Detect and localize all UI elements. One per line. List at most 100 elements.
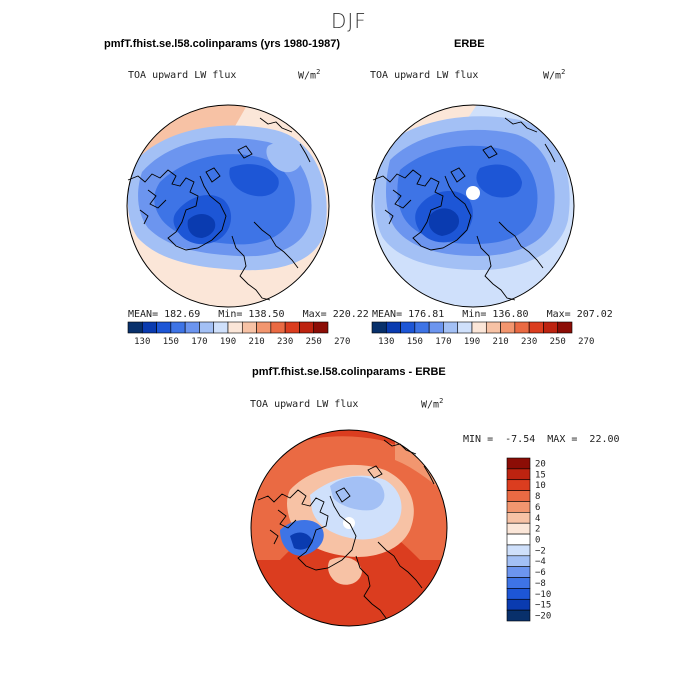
panel2-units: W/m: [543, 70, 562, 82]
colorbar3-tick-label: −2: [535, 546, 546, 556]
colorbar3-tick-label: 6: [535, 503, 540, 513]
map3-field-l4: [330, 476, 385, 511]
map2-coastlines: [372, 117, 556, 301]
colorbar3-tick-label: 10: [535, 481, 546, 491]
panel1-units: W/m: [298, 70, 317, 82]
map1-coastlines: [127, 117, 311, 301]
colorbar1-swatch: [141, 321, 157, 334]
colorbar2-swatch: [443, 321, 459, 334]
map1-field-l7: [266, 142, 302, 173]
colorbar1-tick-label: 270: [334, 337, 350, 347]
map2-field-l6: [476, 164, 522, 198]
colorbar2-tick-label: 150: [407, 337, 423, 347]
colorbar3-tick-label: 2: [535, 525, 540, 535]
colorbar2-tick-label: 250: [550, 337, 566, 347]
colorbar2-tick-label: 170: [435, 337, 451, 347]
panel3-units-label: W/m2: [421, 397, 443, 410]
colorbar2-swatch: [514, 321, 530, 334]
colorbar2-swatch: [500, 321, 516, 334]
map1-field-l6: [229, 164, 279, 197]
colorbar3-tick-label: −15: [535, 601, 551, 611]
colorbar2-swatch: [543, 321, 559, 334]
colorbar1-swatch: [284, 321, 300, 334]
panel2-variable-label: TOA upward LW flux: [370, 70, 479, 81]
panel1-variable-label: TOA upward LW flux: [128, 70, 237, 81]
colorbar3-tick-label: −4: [535, 557, 546, 567]
map1-field-l5: [187, 214, 216, 238]
colorbar2-swatch: [428, 321, 444, 334]
colorbar1-tick-label: 210: [248, 337, 264, 347]
colorbar3-swatch: [506, 566, 531, 578]
colorbar2-swatch: [557, 321, 573, 334]
colorbar3-swatch: [506, 555, 531, 567]
colorbar2-swatch: [371, 321, 387, 334]
panel3-units-exp: 2: [439, 397, 444, 405]
colorbar2-swatch: [471, 321, 487, 334]
map3-boundary: [250, 429, 448, 627]
map1-boundary: [126, 104, 330, 308]
colorbar3-swatch: [506, 501, 531, 513]
colorbar1-swatch: [127, 321, 143, 334]
colorbar2-tick-label: 210: [492, 337, 508, 347]
colorbar1-swatch: [299, 321, 315, 334]
colorbar3-swatch: [506, 490, 531, 502]
colorbar1-tick-label: 230: [277, 337, 293, 347]
colorbar3-swatch: [506, 512, 531, 524]
colorbar1-tick-label: 250: [306, 337, 322, 347]
colorbar3-swatch: [506, 457, 531, 470]
colorbar2-swatch: [485, 321, 501, 334]
colorbar3-swatch: [506, 544, 531, 557]
panel1-units-label: W/m2: [298, 68, 320, 81]
colorbar1-swatch: [227, 321, 243, 334]
colorbar1-tick-label: 150: [163, 337, 179, 347]
panel1-title: pmfT.fhist.se.l58.colinparams (yrs 1980-…: [104, 38, 340, 50]
panel2-units-exp: 2: [561, 68, 566, 76]
colorbar1-swatch: [256, 321, 272, 334]
colorbar2-swatch: [385, 321, 401, 334]
colorbar3-swatch: [506, 588, 531, 600]
map2-boundary: [371, 104, 575, 308]
panel3-stats: MIN = -7.54 MAX = 22.00: [463, 434, 620, 445]
figure-title: DJF: [331, 9, 367, 33]
colorbar3-tick-label: 4: [535, 514, 540, 524]
colorbar3-tick-label: 15: [535, 470, 546, 480]
colorbar3-swatch: [506, 479, 531, 491]
colorbar3-swatch: [506, 609, 531, 622]
colorbar2-swatch: [457, 321, 473, 334]
map2-missing-pole: [466, 186, 480, 200]
map3-field-l6: [290, 532, 312, 550]
colorbar1-swatch: [313, 321, 329, 334]
colorbar3-swatch: [506, 598, 531, 611]
colorbar3-tick-label: −8: [535, 579, 546, 589]
colorbar1-swatch: [156, 321, 172, 334]
panel3-units: W/m: [421, 399, 440, 411]
colorbar2-swatch: [414, 321, 430, 334]
colorbar1-tick-label: 170: [191, 337, 207, 347]
colorbar3-tick-label: −10: [535, 590, 551, 600]
map-panel3: [250, 429, 448, 627]
colorbar1-swatch: [184, 321, 200, 334]
panel1-stats: MEAN= 182.69 Min= 138.50 Max= 220.22: [128, 309, 369, 320]
panel3-title: pmfT.fhist.se.l58.colinparams - ERBE: [252, 366, 446, 378]
colorbar1-swatch: [241, 321, 257, 334]
colorbar2-tick-label: 130: [378, 337, 394, 347]
colorbar1-swatch: [213, 321, 229, 334]
colorbar2-swatch: [400, 321, 416, 334]
colorbar-panel2: 130 150 170 190 210 230 250 270: [371, 321, 594, 347]
colorbar3-tick-label: −20: [535, 612, 551, 622]
colorbar1-tick-label: 130: [134, 337, 150, 347]
colorbar3-tick-label: 8: [535, 492, 540, 502]
colorbar3-swatch: [506, 522, 531, 535]
colorbar1-swatch: [199, 321, 215, 334]
map-panel1: [126, 104, 330, 308]
colorbar3-tick-label: 0: [535, 536, 540, 546]
map3-field-l7: [328, 557, 362, 585]
colorbar3-swatch: [506, 577, 531, 589]
map3-coastlines: [257, 439, 435, 619]
map-panel2: [371, 104, 575, 308]
colorbar1-tick-label: 190: [220, 337, 236, 347]
panel1-units-exp: 2: [316, 68, 321, 76]
